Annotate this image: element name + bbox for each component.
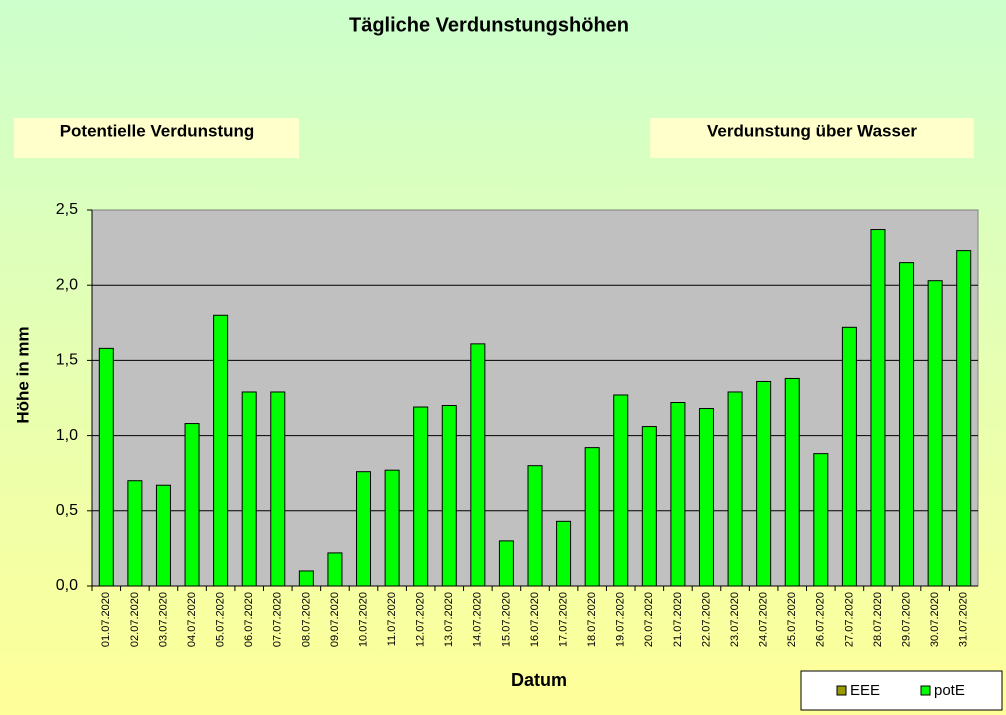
annotation: Verdunstung über Wasser <box>707 121 917 140</box>
bar <box>870 229 886 587</box>
y-tick-label: 2,5 <box>56 201 78 218</box>
bar <box>670 402 686 587</box>
x-tick-label: 15.07.2020 <box>500 592 512 647</box>
bar <box>155 484 171 587</box>
y-tick-label: 1,5 <box>56 352 78 369</box>
x-tick-label: 20.07.2020 <box>643 592 655 647</box>
x-tick-label: 11.07.2020 <box>386 592 398 646</box>
bar <box>784 377 800 587</box>
bar <box>813 453 829 587</box>
x-tick-label: 03.07.2020 <box>157 592 169 647</box>
x-tick-label: 07.07.2020 <box>272 592 284 647</box>
bar <box>127 480 143 587</box>
legend <box>800 670 1003 711</box>
bar <box>213 314 229 587</box>
bar <box>584 447 600 587</box>
y-tick-label: 0,5 <box>56 502 78 519</box>
x-tick-label: 21.07.2020 <box>672 592 684 647</box>
bar <box>727 391 743 587</box>
bar <box>527 465 543 587</box>
x-tick-label: 18.07.2020 <box>586 592 598 647</box>
x-tick-label: 08.07.2020 <box>300 592 312 647</box>
bar <box>470 343 486 587</box>
bar <box>498 540 514 587</box>
bar <box>413 406 429 587</box>
x-tick-label: 02.07.2020 <box>129 592 141 647</box>
bar <box>927 280 943 587</box>
y-axis-label: Höhe in mm <box>13 326 32 423</box>
bar <box>556 520 572 587</box>
x-tick-label: 26.07.2020 <box>815 592 827 647</box>
bar <box>356 471 372 587</box>
x-tick-label: 24.07.2020 <box>758 592 770 647</box>
y-tick-label: 2,0 <box>56 276 78 293</box>
legend-label: potE <box>934 682 965 699</box>
bar <box>841 326 857 587</box>
x-tick-label: 01.07.2020 <box>100 592 112 647</box>
bar <box>270 391 286 587</box>
legend-swatch <box>836 685 847 696</box>
bar <box>698 408 714 587</box>
y-tick-label: 1,0 <box>56 427 78 444</box>
x-tick-label: 05.07.2020 <box>215 592 227 647</box>
bar <box>641 426 657 587</box>
chart-title: Tägliche Verdunstungshöhen <box>349 14 629 36</box>
y-tick-label: 0,0 <box>56 577 78 594</box>
x-tick-label: 29.07.2020 <box>900 592 912 647</box>
x-tick-label: 09.07.2020 <box>329 592 341 647</box>
x-tick-label: 31.07.2020 <box>958 592 970 647</box>
x-tick-label: 19.07.2020 <box>615 592 627 647</box>
x-tick-label: 25.07.2020 <box>786 592 798 647</box>
bar <box>298 570 314 587</box>
bar <box>899 262 915 587</box>
x-tick-label: 23.07.2020 <box>729 592 741 647</box>
x-tick-label: 28.07.2020 <box>872 592 884 647</box>
x-axis-label: Datum <box>511 670 567 690</box>
bar <box>613 394 629 587</box>
bar <box>756 380 772 587</box>
bar <box>441 405 457 587</box>
x-tick-label: 12.07.2020 <box>415 592 427 647</box>
x-tick-label: 06.07.2020 <box>243 592 255 647</box>
x-tick-label: 27.07.2020 <box>843 592 855 647</box>
x-tick-label: 10.07.2020 <box>357 592 369 647</box>
bar <box>184 423 200 587</box>
legend-label: EEE <box>850 682 880 699</box>
bar <box>241 391 257 587</box>
annotation-box <box>14 118 299 158</box>
bar <box>384 469 400 587</box>
bar <box>327 552 343 587</box>
annotation-box <box>650 118 974 158</box>
x-tick-label: 14.07.2020 <box>472 592 484 647</box>
x-tick-label: 13.07.2020 <box>443 592 455 647</box>
bar <box>98 347 114 587</box>
x-tick-label: 30.07.2020 <box>929 592 941 647</box>
x-tick-label: 16.07.2020 <box>529 592 541 647</box>
x-tick-label: 04.07.2020 <box>186 592 198 647</box>
bar <box>956 250 972 587</box>
legend-swatch <box>920 685 931 696</box>
annotation: Potentielle Verdunstung <box>60 121 255 140</box>
x-tick-label: 17.07.2020 <box>557 592 569 647</box>
x-tick-label: 22.07.2020 <box>700 592 712 647</box>
